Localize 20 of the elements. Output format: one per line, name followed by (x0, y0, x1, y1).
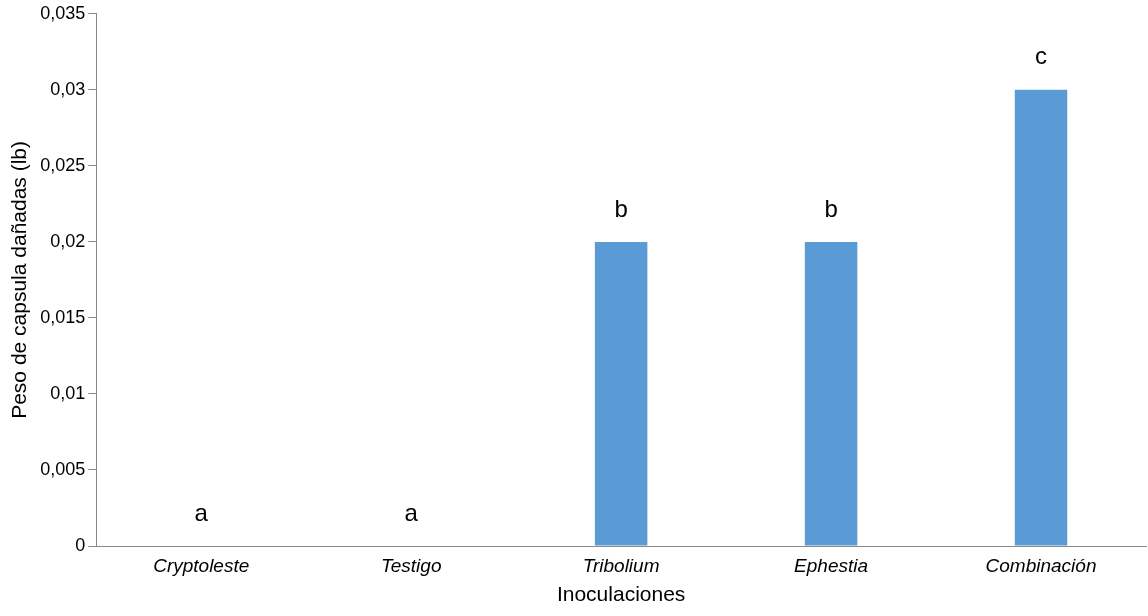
x-axis-title: Inoculaciones (556, 582, 686, 606)
x-tick-label: Combinación (985, 554, 1097, 576)
annotation: a (194, 498, 209, 526)
y-tick-label: 0,025 (40, 154, 86, 175)
x-tick-label: Testigo (380, 554, 442, 576)
y-axis-title: Peso de capsula dañadas (lb) (7, 140, 31, 419)
annotation: b (614, 194, 628, 222)
annotation: b (824, 194, 838, 222)
y-tick-label: 0 (75, 534, 86, 555)
x-tick-label: Cryptoleste (153, 554, 250, 576)
annotation: a (404, 498, 419, 526)
x-tick-label: Tribolium (582, 554, 660, 576)
y-tick-label: 0,015 (40, 306, 86, 327)
y-tick-label: 0,035 (40, 2, 86, 23)
y-tick-label: 0,005 (40, 458, 86, 479)
y-tick-label: 0,02 (50, 230, 86, 251)
x-tick-label: Ephestia (794, 554, 869, 576)
annotation: c (1035, 42, 1048, 70)
y-tick-label: 0,01 (50, 382, 86, 403)
y-tick-label: 0,03 (50, 78, 86, 99)
